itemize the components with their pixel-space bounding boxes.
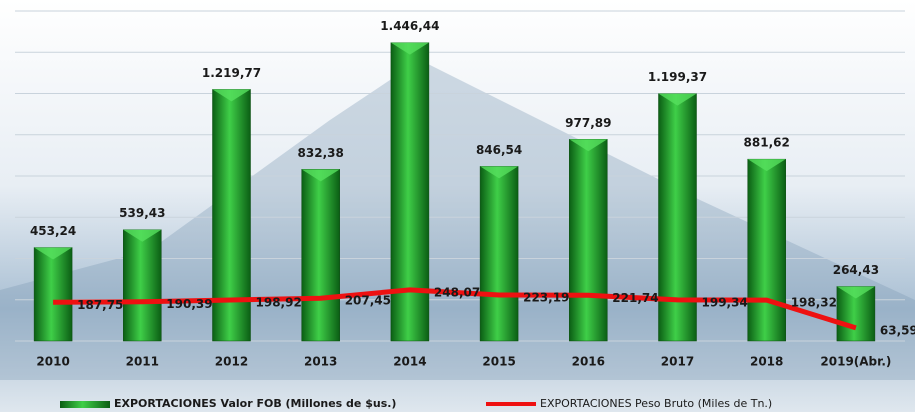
line-value-label: 221,74 (612, 291, 658, 305)
bar-cap (390, 42, 429, 55)
bar-cap (34, 247, 73, 260)
line-value-label: 248,07 (434, 285, 480, 299)
line-value-label: 198,32 (791, 296, 837, 310)
bar (569, 139, 608, 342)
bar (301, 169, 340, 342)
bar-value-label: 846,54 (476, 143, 522, 157)
x-tick-label: 2018 (750, 355, 783, 369)
bar-cap (123, 229, 162, 242)
bar (658, 93, 697, 342)
x-tick-label: 2017 (661, 355, 694, 369)
line (53, 287, 857, 331)
bar (33, 247, 73, 342)
legend-label: EXPORTACIONES Peso Bruto (Miles de Tn.) (540, 397, 772, 410)
line-value-label: 223,19 (523, 290, 569, 304)
bar-value-label: 1.219,77 (202, 66, 261, 80)
bar-cap (301, 169, 340, 182)
bar-cap (658, 93, 697, 106)
line-value-label: 198,92 (256, 295, 302, 309)
x-tick-label: 2011 (126, 355, 159, 369)
legend-label: EXPORTACIONES Valor FOB (Millones de $us… (114, 397, 396, 410)
bar-value-label: 832,38 (298, 146, 344, 160)
x-tick-label: 2019(Abr.) (820, 355, 891, 369)
bar (747, 158, 786, 342)
line-value-label: 190,39 (166, 297, 212, 311)
x-tick-label: 2010 (36, 355, 69, 369)
bar-cap (569, 139, 608, 152)
x-tick-label: 2015 (482, 355, 515, 369)
line-value-label: 63,59 (880, 323, 915, 337)
bar (390, 42, 430, 342)
bar (479, 166, 519, 342)
bar (123, 229, 162, 342)
bar-value-label: 977,89 (565, 116, 611, 130)
line-value-label: 207,45 (345, 294, 391, 308)
bar-cap (747, 159, 786, 172)
x-tick-label: 2016 (572, 355, 605, 369)
bar (212, 89, 251, 342)
line-value-label: 199,34 (702, 295, 748, 309)
bar-cap (836, 286, 875, 299)
bar-value-label: 539,43 (119, 206, 165, 220)
line-value-label: 187,75 (77, 298, 123, 312)
legend-swatch (60, 401, 110, 408)
x-tick-label: 2014 (393, 355, 426, 369)
bar-cap (212, 89, 251, 102)
x-tick-label: 2013 (304, 355, 337, 369)
bar-cap (480, 166, 519, 179)
bar-value-label: 881,62 (744, 136, 790, 150)
bar-value-label: 453,24 (30, 224, 76, 238)
bar-value-label: 1.199,37 (648, 70, 707, 84)
bar-value-label: 1.446,44 (380, 19, 439, 33)
x-tick-label: 2012 (215, 355, 248, 369)
bar-value-label: 264,43 (833, 263, 879, 277)
